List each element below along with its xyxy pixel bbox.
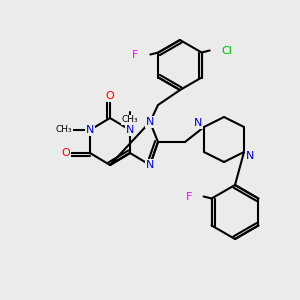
Text: N: N [146, 117, 154, 127]
Text: Cl: Cl [221, 46, 232, 56]
Text: N: N [86, 125, 94, 135]
Text: N: N [126, 125, 134, 135]
Text: N: N [194, 118, 202, 128]
Text: F: F [132, 50, 139, 59]
Text: N: N [246, 151, 254, 161]
Text: CH₃: CH₃ [122, 116, 138, 124]
Text: CH₃: CH₃ [56, 125, 72, 134]
Text: N: N [146, 160, 154, 170]
Text: O: O [106, 91, 114, 101]
Text: F: F [185, 191, 192, 202]
Text: O: O [61, 148, 70, 158]
